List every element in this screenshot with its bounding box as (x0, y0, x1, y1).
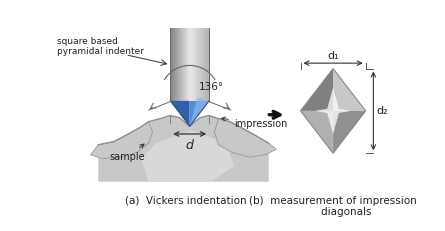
Polygon shape (170, 101, 190, 126)
Text: square based
pyramidal indenter: square based pyramidal indenter (57, 37, 144, 56)
Polygon shape (300, 69, 333, 111)
Polygon shape (190, 101, 209, 126)
Text: impression: impression (222, 117, 287, 129)
Polygon shape (98, 116, 269, 182)
Polygon shape (300, 111, 333, 153)
Polygon shape (141, 130, 234, 182)
Text: sample: sample (110, 144, 146, 162)
Text: d₂: d₂ (376, 106, 388, 116)
Polygon shape (90, 122, 153, 159)
Polygon shape (190, 97, 209, 126)
Polygon shape (315, 88, 351, 134)
Polygon shape (214, 119, 276, 157)
Text: d: d (186, 139, 194, 152)
Polygon shape (333, 111, 366, 153)
Polygon shape (333, 69, 366, 111)
Text: (b)  measurement of impression
        diagonals: (b) measurement of impression diagonals (249, 196, 417, 217)
Text: (a)  Vickers indentation: (a) Vickers indentation (125, 196, 247, 206)
Text: 136°: 136° (199, 82, 224, 92)
Text: d₁: d₁ (327, 51, 339, 61)
